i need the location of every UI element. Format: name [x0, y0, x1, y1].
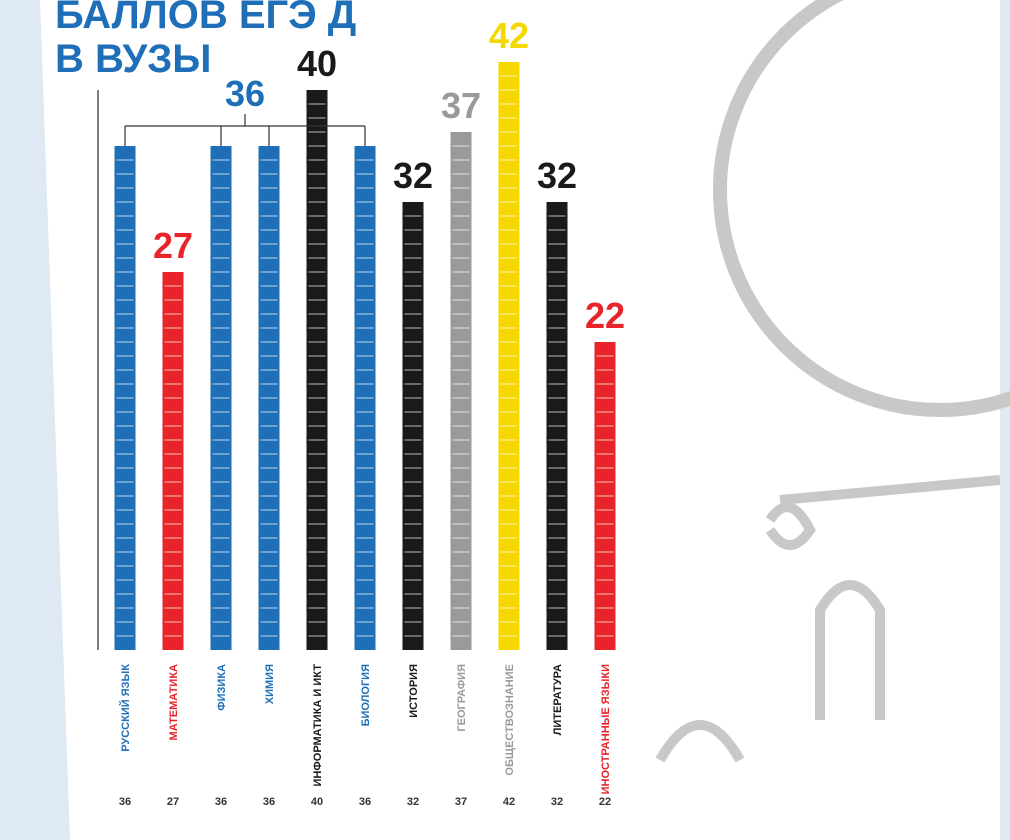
- group-value-label: 36: [225, 73, 265, 114]
- x-tick-label: ИНФОРМАТИКА И ИКТ: [312, 664, 324, 787]
- x-tick-label: ИНОСТРАННЫЕ ЯЗЫКИ: [600, 664, 612, 794]
- x-tick-label: ЛИТЕРАТУРА: [552, 664, 564, 735]
- bottom-value: 32: [407, 796, 419, 808]
- value-label: 27: [153, 225, 193, 266]
- chart-title: БАЛЛОВ ЕГЭ Д: [55, 0, 356, 37]
- chart-title: В ВУЗЫ: [55, 37, 211, 81]
- bottom-value: 36: [119, 796, 131, 808]
- x-tick-label: РУССКИЙ ЯЗЫК: [119, 664, 132, 752]
- bottom-value: 36: [359, 796, 371, 808]
- bar: [163, 272, 184, 650]
- chart: БАЛЛОВ ЕГЭ Д В ВУЗЫ РУССКИЙ ЯЗЫК 36 27 МАТЕ…: [0, 0, 1010, 840]
- x-tick-label: МАТЕМАТИКА: [168, 664, 180, 741]
- bottom-value: 42: [503, 796, 515, 808]
- bottom-value: 27: [167, 796, 179, 808]
- value-label: 32: [537, 155, 577, 196]
- value-label: 37: [441, 85, 481, 126]
- bottom-value: 36: [215, 796, 227, 808]
- x-tick-label: БИОЛОГИЯ: [360, 664, 372, 727]
- x-tick-label: ГЕОГРАФИЯ: [456, 664, 468, 732]
- x-tick-label: ИСТОРИЯ: [408, 664, 420, 718]
- bottom-value: 36: [263, 796, 275, 808]
- bar: [451, 132, 472, 650]
- bottom-value: 22: [599, 796, 611, 808]
- value-label: 42: [489, 15, 529, 56]
- x-tick-label: ФИЗИКА: [216, 664, 228, 711]
- value-label: 22: [585, 295, 625, 336]
- value-label: 32: [393, 155, 433, 196]
- value-label: 40: [297, 43, 337, 84]
- bottom-value: 37: [455, 796, 467, 808]
- bottom-value: 32: [551, 796, 563, 808]
- x-tick-label: ОБЩЕСТВОЗНАНИЕ: [504, 664, 516, 776]
- page: {"chart_data": {"type": "bar", "title": …: [0, 0, 1010, 840]
- x-tick-label: ХИМИЯ: [264, 664, 276, 704]
- bottom-value: 40: [311, 796, 323, 808]
